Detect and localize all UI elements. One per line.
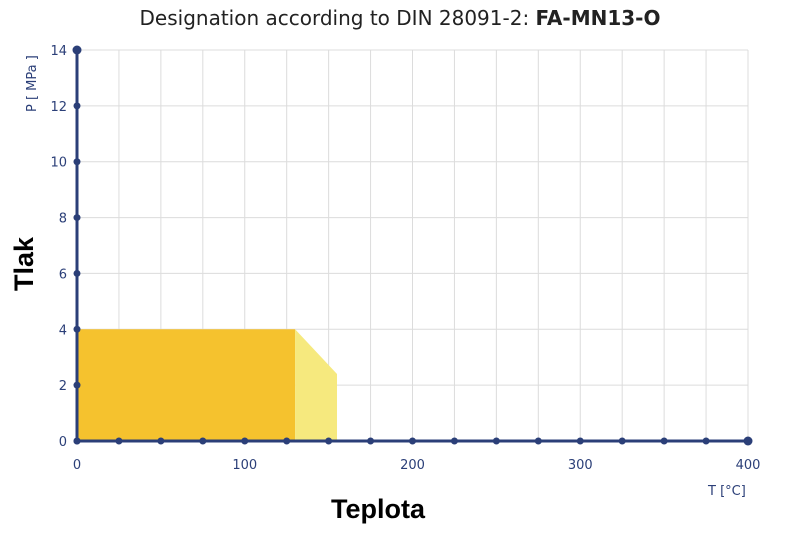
axes (72, 45, 753, 446)
x-axis-label: Teplota (331, 494, 426, 524)
y-axis-marker (73, 214, 81, 222)
x-tick-label: 300 (568, 458, 593, 473)
x-axis-marker (367, 437, 375, 445)
y-tick-label: 12 (50, 100, 67, 115)
y-axis-marker (73, 158, 81, 166)
y-axis-marker (73, 437, 81, 445)
x-axis-marker (660, 437, 668, 445)
chart-title: Designation according to DIN 28091-2: FA… (0, 6, 800, 30)
x-axis-marker (534, 437, 542, 445)
y-axis-marker (73, 102, 81, 110)
y-tick-label: 4 (59, 323, 67, 338)
x-unit-label: T [°C] (707, 484, 746, 499)
x-axis-marker (409, 437, 416, 445)
y-axis-label: Tlak (9, 236, 39, 291)
x-axis-marker (241, 437, 249, 445)
y-tick-label: 2 (59, 379, 67, 394)
y-axis-marker (73, 381, 81, 389)
x-tick-label: 0 (73, 458, 81, 473)
x-axis-marker (157, 437, 165, 445)
x-axis-marker (199, 437, 207, 445)
y-axis-marker (73, 325, 81, 333)
y-tick-label: 14 (50, 44, 67, 59)
x-axis-marker (743, 436, 753, 446)
x-tick-label: 100 (232, 458, 257, 473)
grid (76, 49, 749, 442)
y-unit-label: P [ MPa ] (25, 55, 40, 112)
y-tick-label: 8 (59, 212, 67, 227)
x-axis-marker (325, 437, 333, 445)
y-tick-label: 0 (59, 435, 67, 450)
y-axis-marker (72, 45, 82, 55)
x-axis-marker (283, 437, 291, 445)
x-axis-marker (702, 437, 710, 445)
area-series-layer (77, 329, 338, 441)
x-axis-marker (450, 437, 458, 445)
x-axis-marker (576, 437, 584, 445)
y-axis-marker (73, 269, 81, 277)
x-axis-marker (492, 437, 500, 445)
area-region-2 (295, 329, 338, 441)
tick-labels: 0 100 200 300 400 0 2 4 6 8 10 12 14 (50, 44, 760, 473)
x-tick-label: 400 (736, 458, 761, 473)
area-region-1 (77, 329, 296, 441)
chart-title-prefix: Designation according to DIN 28091-2: (139, 6, 536, 30)
y-tick-label: 10 (50, 156, 67, 171)
x-axis-marker (115, 437, 123, 445)
x-tick-label: 200 (400, 458, 425, 473)
y-tick-label: 6 (59, 267, 67, 282)
chart-title-designation: FA-MN13-O (535, 6, 661, 30)
x-axis-marker (618, 437, 626, 445)
